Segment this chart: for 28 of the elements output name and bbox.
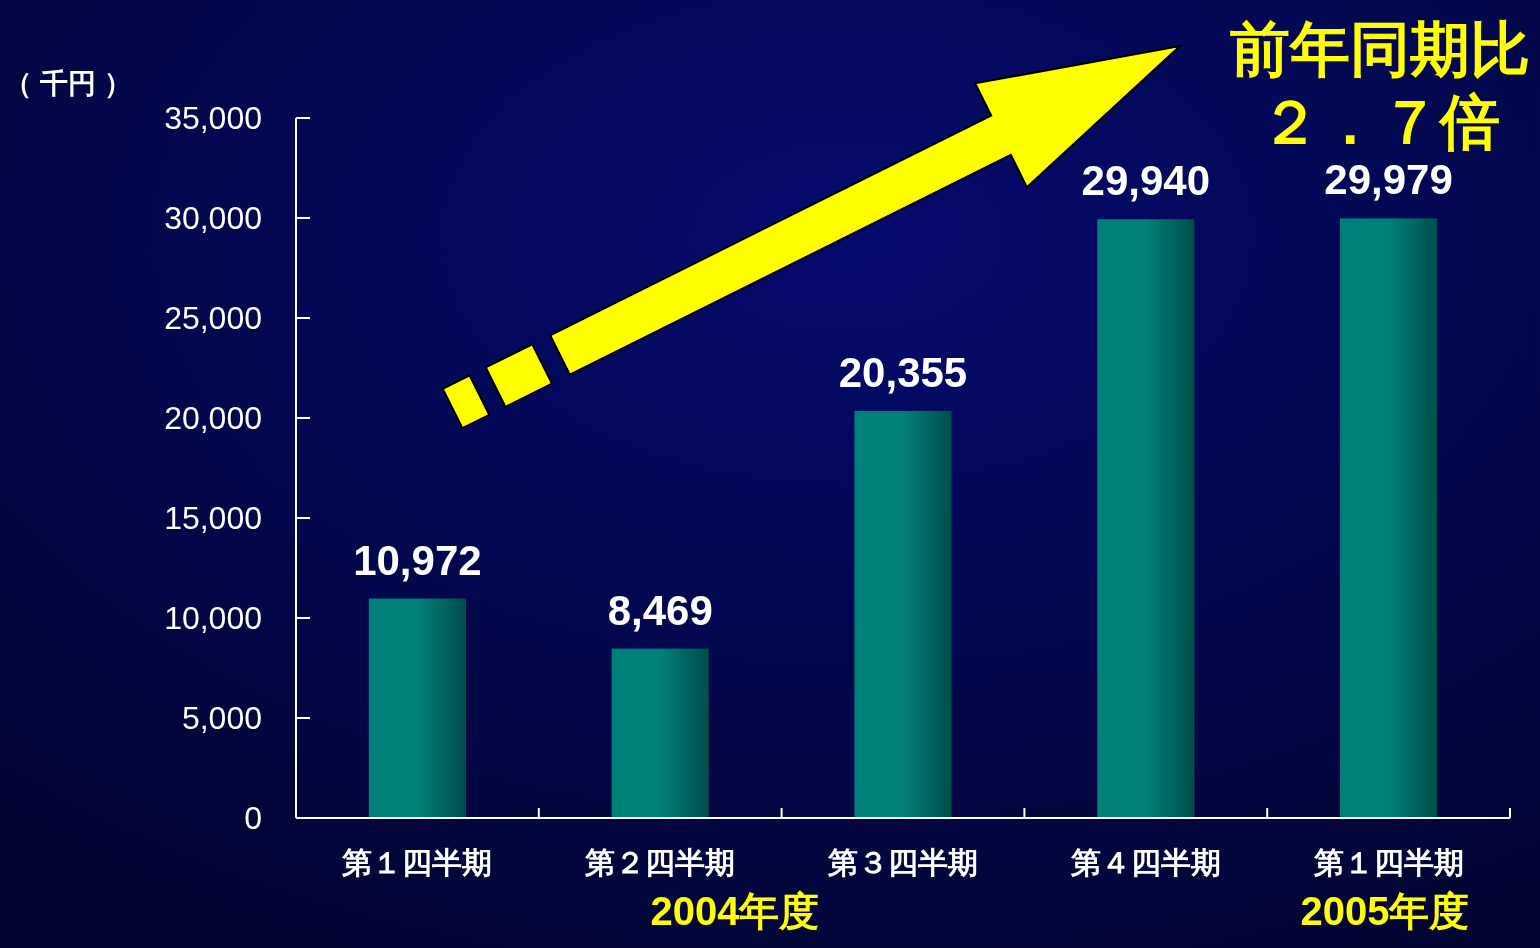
data-label: 8,469 (607, 586, 713, 634)
data-label: 29,940 (1081, 157, 1211, 205)
y-tick-label: 35,000 (164, 100, 262, 137)
x-tick-label: 第２四半期 (584, 846, 736, 879)
x-tick-label: 第４四半期 (1069, 846, 1221, 879)
bar (1097, 219, 1195, 818)
x-tick-label: 第３四半期 (827, 846, 978, 879)
y-tick-label: 10,000 (164, 600, 262, 637)
y-tick-label: 5,000 (181, 700, 262, 737)
y-axis-title: （ 千円 ） (4, 68, 132, 99)
text: 2005年度 (1300, 889, 1470, 933)
annotation: ２．７倍 (1260, 89, 1500, 156)
data-label: 29,979 (1324, 156, 1453, 204)
bar (611, 648, 709, 818)
bar (854, 410, 952, 818)
y-tick-label: 30,000 (164, 200, 262, 237)
x-tick-label: 第１四半期 (1312, 846, 1464, 879)
x-tick-label: 第１四半期 (341, 846, 493, 879)
y-tick-label: 20,000 (164, 400, 262, 437)
bar (368, 598, 466, 818)
text: 前年同期比 (1230, 16, 1530, 83)
data-label: 20,355 (838, 348, 968, 396)
data-label: 10,972 (353, 536, 482, 584)
y-tick-label: 25,000 (164, 300, 262, 337)
y-tick-label: 0 (244, 800, 262, 837)
y-tick-label: 15,000 (164, 500, 262, 537)
bar (1340, 218, 1438, 818)
text: 2004年度 (650, 889, 820, 933)
